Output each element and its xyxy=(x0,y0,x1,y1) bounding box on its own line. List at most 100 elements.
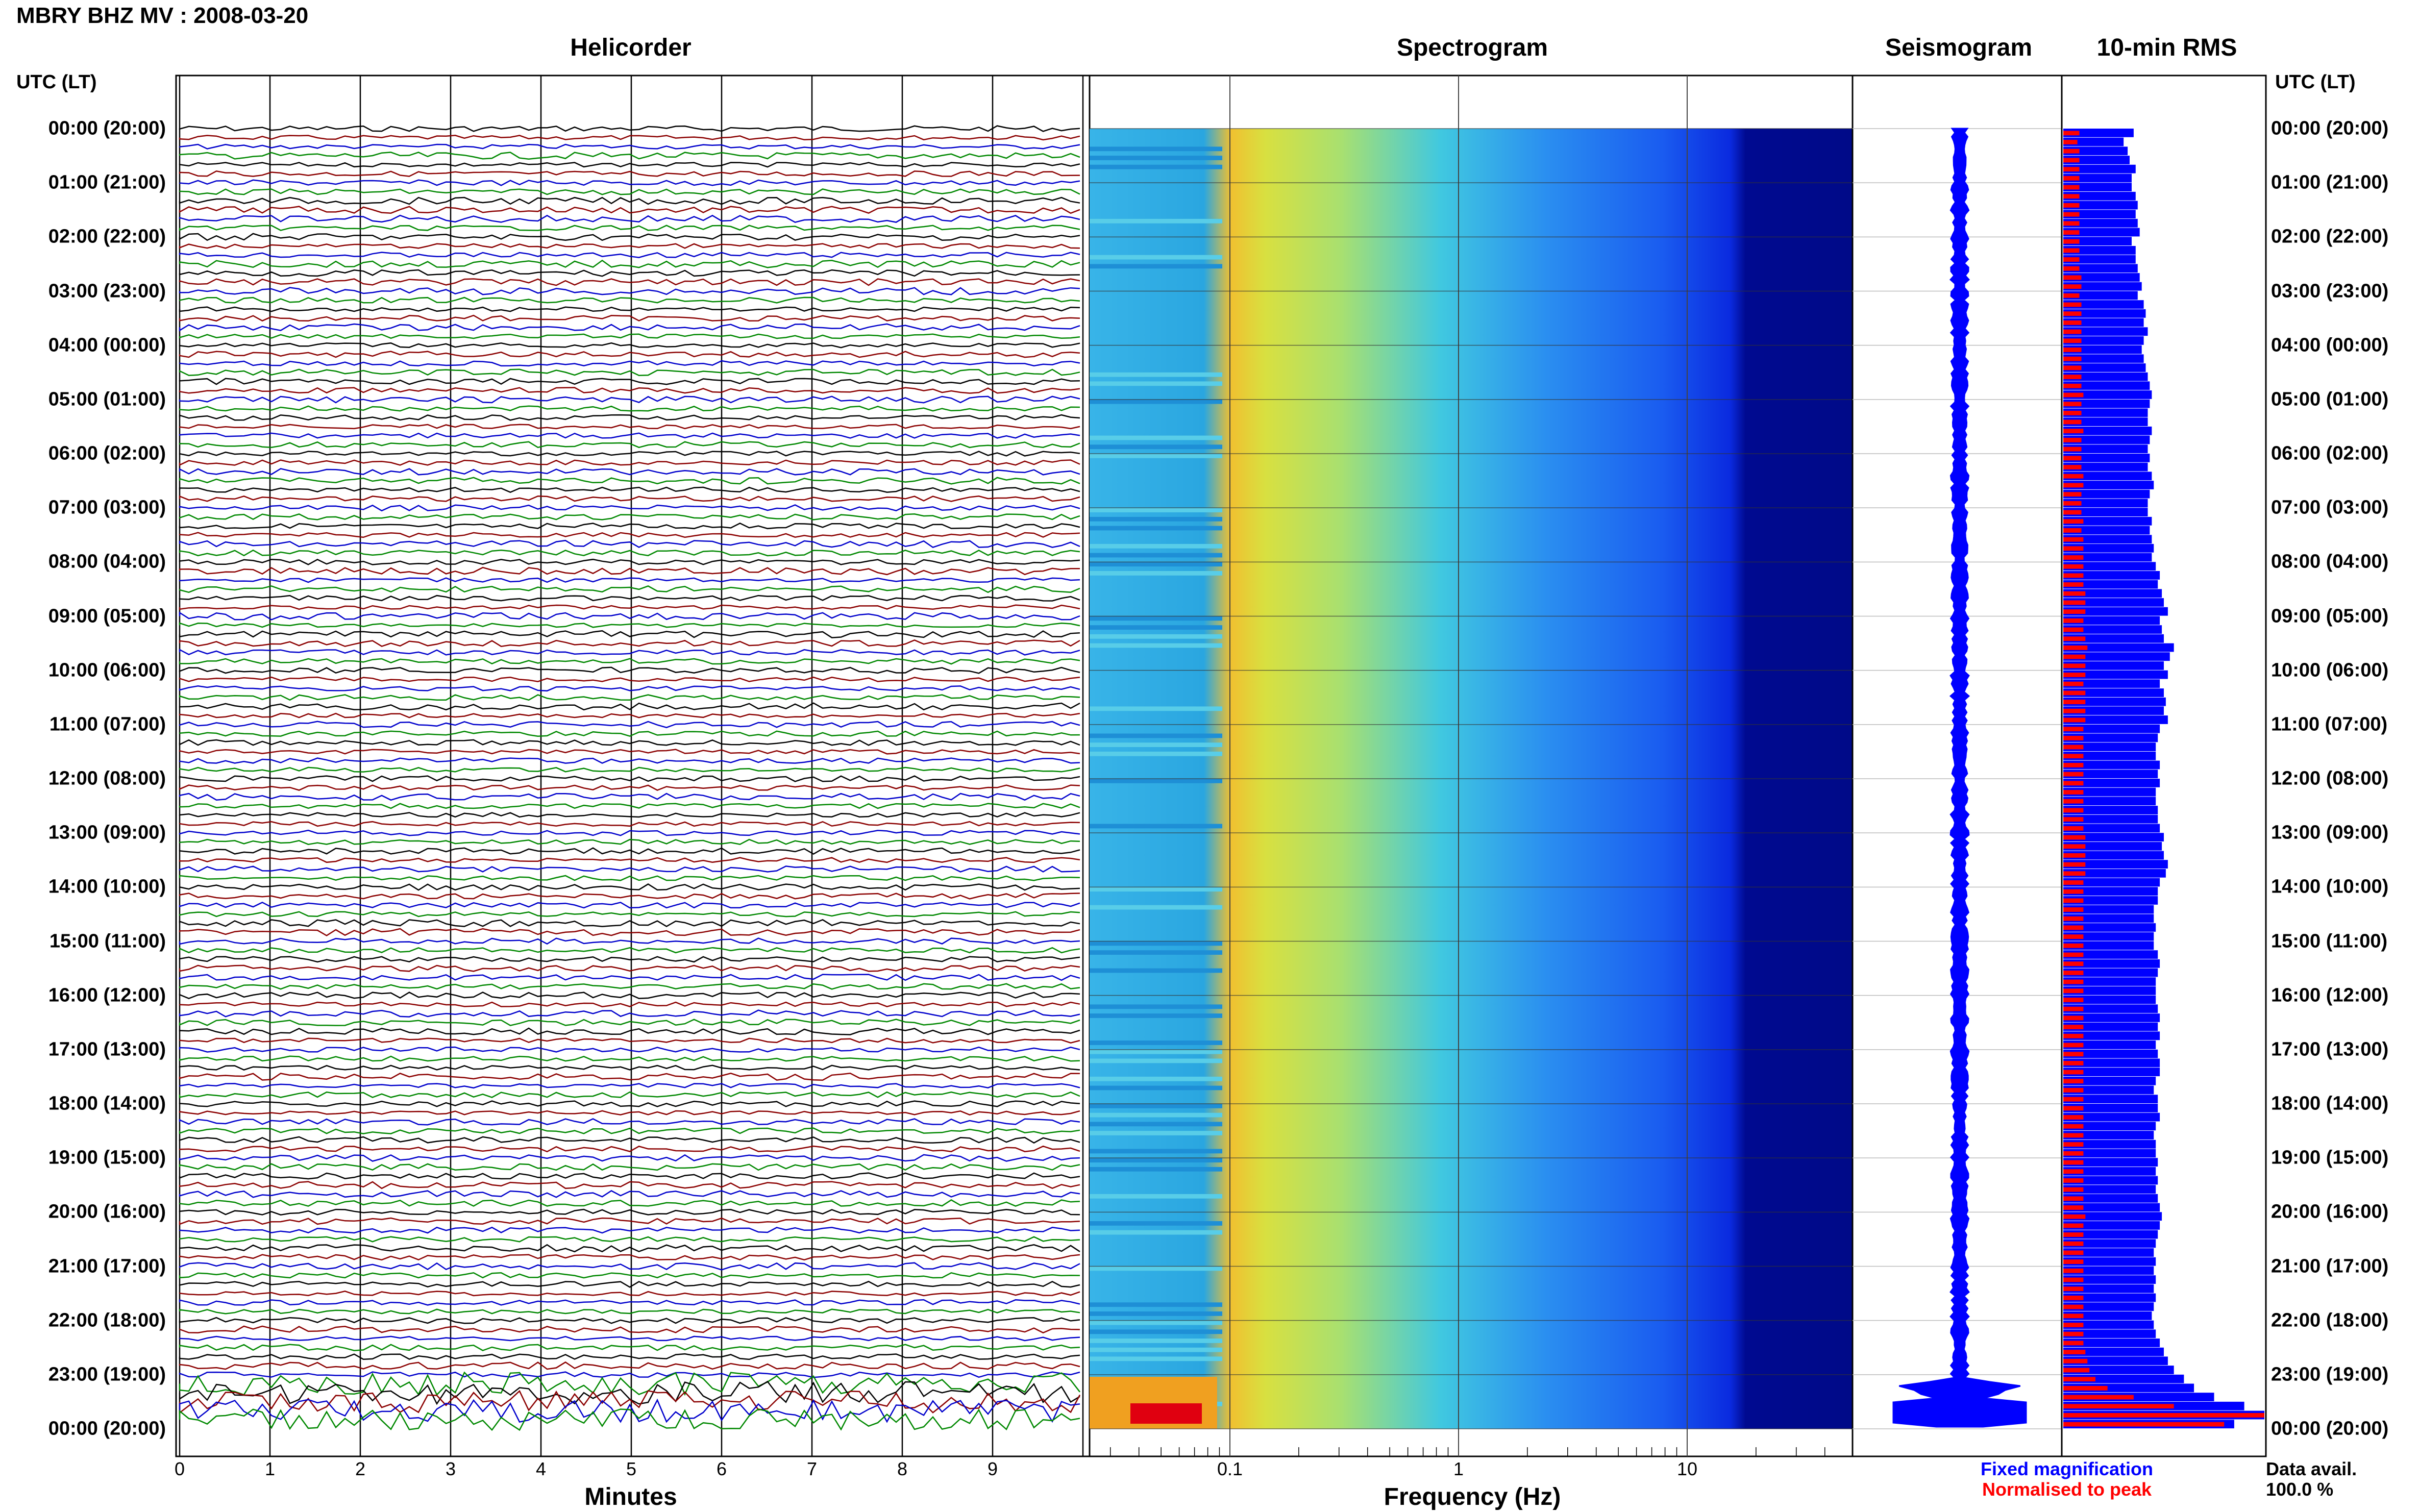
time-label-right: 22:00 (18:00) xyxy=(2271,1309,2389,1331)
seismogram-title: Seismogram xyxy=(1885,34,2033,61)
time-label-left: 03:00 (23:00) xyxy=(48,280,166,302)
rms-bar-normalised xyxy=(2063,510,2082,515)
spectrogram-row xyxy=(1090,1266,1222,1271)
rms-bar-normalised xyxy=(2063,1187,2084,1192)
rms-bar-fixed xyxy=(2063,282,2142,291)
rms-bar-normalised xyxy=(2063,790,2084,795)
helicorder-trace xyxy=(179,1100,1080,1107)
rms-bar-fixed xyxy=(2063,977,2156,986)
rms-bar-normalised xyxy=(2063,1313,2084,1319)
helicorder-trace xyxy=(179,757,1080,764)
helicorder-trace xyxy=(179,666,1080,674)
rms-bar-normalised xyxy=(2063,627,2084,632)
time-label-right: 02:00 (22:00) xyxy=(2271,226,2389,247)
rms-bar-fixed xyxy=(2063,1302,2154,1311)
minute-tick-label: 8 xyxy=(897,1458,908,1479)
rms-bar-fixed xyxy=(2063,381,2150,390)
rms-bar-normalised xyxy=(2063,862,2086,867)
minute-tick-label: 1 xyxy=(264,1458,276,1479)
helicorder-trace xyxy=(179,405,1080,412)
rms-bar-fixed xyxy=(2063,878,2160,887)
rms-bar-fixed xyxy=(2063,607,2168,616)
minute-tick-label: 9 xyxy=(987,1458,998,1479)
time-label-right: 08:00 (04:00) xyxy=(2271,551,2389,573)
time-label-right: 00:00 (20:00) xyxy=(2271,117,2389,139)
minute-tick-label: 4 xyxy=(535,1458,547,1479)
rms-bar-normalised xyxy=(2063,501,2082,506)
helicorder-trace xyxy=(179,1163,1080,1171)
time-label-left: 05:00 (01:00) xyxy=(48,388,166,410)
rms-bars xyxy=(2063,129,2264,1429)
frequency-tick-label: 1 xyxy=(1453,1458,1464,1479)
spectrogram-row xyxy=(1090,146,1222,152)
helicorder-trace xyxy=(179,658,1080,665)
rms-bar-fixed xyxy=(2063,173,2132,183)
rms-bar-fixed xyxy=(2063,191,2136,201)
rms-bar-normalised xyxy=(2063,961,2084,966)
helicorder-trace xyxy=(179,287,1080,295)
helicorder-trace xyxy=(179,252,1080,258)
rms-bar-normalised xyxy=(2063,763,2084,767)
rms-bar-fixed xyxy=(2063,914,2154,923)
rms-bar-normalised xyxy=(2063,934,2084,939)
helicorder-trace xyxy=(179,424,1080,430)
helicorder-trace xyxy=(179,152,1080,160)
spectrogram-row xyxy=(1090,706,1222,711)
helicorder-trace xyxy=(179,1254,1080,1261)
rms-bar-normalised xyxy=(2063,275,2082,280)
spectrogram-row xyxy=(1090,1329,1222,1334)
rms-bar-normalised xyxy=(2063,221,2080,226)
rms-bar-fixed xyxy=(2063,1266,2154,1275)
time-label-right: 17:00 (13:00) xyxy=(2271,1038,2389,1060)
helicorder-trace xyxy=(179,1136,1080,1144)
helicorder-trace xyxy=(179,775,1080,782)
rms-bar-fixed xyxy=(2063,770,2158,779)
rms-bar-fixed xyxy=(2063,1311,2152,1320)
helicorder-trace xyxy=(179,694,1080,701)
helicorder-trace xyxy=(179,143,1080,150)
seismogram-trace xyxy=(1892,128,2027,1428)
spectrogram-row xyxy=(1090,1221,1222,1226)
helicorder-trace xyxy=(179,1353,1080,1360)
rms-bar-fixed xyxy=(2063,417,2148,426)
rms-bar-normalised xyxy=(2063,979,2084,984)
rms-bar-normalised xyxy=(2063,392,2084,398)
helicorder-trace xyxy=(179,676,1080,682)
helicorder-trace xyxy=(179,566,1080,576)
helicorder-trace xyxy=(179,1199,1080,1207)
rms-bar-normalised xyxy=(2063,727,2084,732)
rms-bar-normalised xyxy=(2063,248,2080,253)
time-label-left: 14:00 (10:00) xyxy=(48,876,166,898)
helicorder-trace xyxy=(179,278,1080,286)
rms-bar-normalised xyxy=(2063,1033,2084,1038)
rms-bar-normalised xyxy=(2063,971,2084,975)
time-label-right: 12:00 (08:00) xyxy=(2271,767,2389,789)
rms-bar-normalised xyxy=(2063,717,2086,723)
rms-bar-normalised xyxy=(2063,808,2084,813)
rms-bar-fixed xyxy=(2063,869,2166,878)
rms-bar-normalised xyxy=(2063,1160,2084,1165)
helicorder-trace xyxy=(179,594,1080,602)
rms-bar-fixed xyxy=(2063,806,2158,814)
helicorder-trace xyxy=(179,857,1080,863)
helicorder-trace xyxy=(179,730,1080,737)
spectrogram-row xyxy=(1090,164,1222,169)
rms-bar-normalised xyxy=(2063,338,2082,343)
rms-bar-fixed xyxy=(2063,1347,2164,1356)
time-label-right: 03:00 (23:00) xyxy=(2271,280,2389,302)
rms-bar-fixed xyxy=(2063,697,2166,706)
time-label-left: 20:00 (16:00) xyxy=(48,1201,166,1223)
rms-bar-normalised xyxy=(2063,654,2086,659)
rms-bar-fixed xyxy=(2063,851,2164,860)
rms-bar-fixed xyxy=(2063,543,2154,553)
data-avail-label: Data avail. xyxy=(2266,1458,2357,1479)
helicorder-trace xyxy=(179,196,1080,205)
helicorder-trace xyxy=(179,1317,1080,1324)
rms-bar-normalised xyxy=(2063,546,2084,551)
spectrogram-row xyxy=(1090,508,1222,512)
helicorder-trace xyxy=(179,911,1080,918)
helicorder-trace xyxy=(179,1299,1080,1306)
helicorder-trace xyxy=(179,838,1080,845)
rms-bar-fixed xyxy=(2063,968,2158,977)
